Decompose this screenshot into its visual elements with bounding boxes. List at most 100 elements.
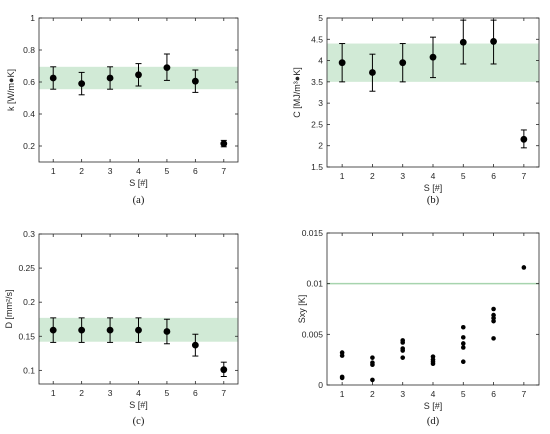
y-axis-label: Sxy [K] [297, 295, 307, 324]
data-point [49, 326, 57, 334]
data-point [135, 326, 142, 334]
chart-panel-1: 0.2 0.4 0.6 0.8 1 1 2 3 4 5 6 7 S [#] k [W/m●K] (a) [6, 13, 239, 206]
x-tick-label: 6 [491, 171, 496, 181]
data-point [460, 359, 466, 364]
panel-caption: (c) [133, 416, 145, 427]
x-axis-label: S [#] [424, 401, 443, 411]
data-point [191, 77, 199, 85]
x-tick-label: 2 [79, 388, 84, 398]
x-tick-label: 7 [221, 388, 226, 398]
x-tick-label: 5 [461, 389, 466, 399]
data-point [491, 336, 496, 341]
x-tick-label: 2 [370, 389, 375, 399]
x-axis-label: S [#] [424, 183, 443, 193]
data-point [369, 69, 376, 76]
y-tick-label: 0.2 [23, 297, 35, 307]
x-tick-label: 5 [461, 171, 466, 181]
y-tick-label: 0.3 [23, 229, 35, 239]
x-tick-label: 4 [136, 166, 141, 176]
y-tick-label: 2 [318, 141, 323, 151]
data-point [400, 355, 406, 360]
y-tick-label: 0.2 [23, 141, 35, 151]
y-tick-label: 0.4 [23, 109, 35, 119]
data-point [520, 135, 528, 143]
data-point [78, 326, 86, 334]
y-tick-label: 4.5 [311, 34, 323, 44]
x-tick-label: 1 [340, 171, 345, 181]
x-tick-label: 4 [136, 388, 141, 398]
y-tick-label: 0.25 [18, 263, 35, 273]
x-axis-label: S [#] [129, 400, 148, 410]
x-tick-label: 3 [108, 388, 113, 398]
chart-panel-4: 0 0.005 0.01 0.015 1 2 3 4 5 6 7 S [#] Sxy [K] (d) [297, 228, 540, 427]
y-tick-label: 0.015 [302, 228, 324, 238]
data-point [460, 345, 466, 350]
data-point [370, 377, 375, 383]
data-point [135, 71, 142, 79]
x-tick-label: 7 [521, 171, 526, 181]
y-axis-label: k [W/m●K] [6, 69, 16, 111]
data-point [490, 38, 497, 45]
data-point [220, 140, 228, 148]
y-tick-label: 0.005 [302, 329, 324, 339]
y-tick-label: 2.5 [311, 119, 323, 129]
data-point [370, 362, 375, 368]
chart-panel-3: 0.1 0.15 0.2 0.25 0.3 1 2 3 4 5 6 7 S [#] D [mm²/s] (c… [4, 229, 239, 427]
y-tick-label: 3 [318, 98, 323, 108]
axes-frame [38, 17, 239, 163]
x-tick-label: 6 [491, 389, 496, 399]
data-point [399, 59, 407, 67]
y-tick-label: 0.8 [23, 45, 35, 55]
x-tick-label: 2 [79, 166, 84, 176]
data-point [370, 355, 375, 360]
data-point [429, 53, 437, 61]
x-tick-label: 6 [193, 388, 198, 398]
data-point [191, 341, 199, 349]
data-point [339, 353, 345, 358]
x-axis-label: S [#] [129, 178, 148, 188]
y-axis-label: D [mm²/s] [4, 290, 14, 329]
x-tick-label: 7 [221, 166, 226, 176]
data-point [491, 318, 496, 324]
axes-frame [38, 233, 239, 385]
y-tick-label: 0.15 [18, 331, 35, 341]
panel-caption: (a) [133, 195, 145, 206]
data-point [78, 80, 86, 87]
x-tick-label: 4 [431, 389, 436, 399]
x-tick-label: 6 [193, 166, 198, 176]
data-point [163, 64, 171, 71]
x-tick-label: 5 [165, 388, 170, 398]
x-tick-label: 2 [370, 171, 375, 181]
x-tick-label: 4 [431, 171, 436, 181]
y-tick-label: 3.5 [311, 77, 323, 87]
y-tick-label: 5 [318, 13, 323, 23]
y-tick-label: 1 [30, 13, 35, 23]
data-point [460, 324, 466, 330]
data-point [459, 38, 467, 46]
x-tick-label: 5 [165, 166, 170, 176]
y-tick-label: 0 [318, 380, 323, 390]
x-tick-label: 1 [51, 388, 56, 398]
data-point [106, 326, 114, 334]
y-tick-label: 0.1 [23, 365, 35, 375]
x-tick-label: 3 [400, 389, 405, 399]
data-point [400, 340, 406, 345]
data-point [460, 341, 466, 346]
data-point [521, 265, 527, 270]
panel-caption: (b) [427, 195, 440, 206]
data-point [430, 361, 436, 367]
data-point [460, 335, 466, 340]
y-tick-label: 1.5 [311, 162, 323, 172]
data-point [220, 366, 228, 374]
data-point [338, 59, 346, 67]
y-tick-label: 0.6 [23, 77, 35, 87]
y-axis-label: C [MJ/m³●K] [292, 67, 302, 117]
data-point [49, 74, 57, 82]
x-tick-label: 1 [51, 166, 56, 176]
y-tick-label: 4 [318, 56, 323, 66]
x-tick-label: 3 [108, 166, 113, 176]
x-tick-label: 1 [340, 389, 345, 399]
y-tick-label: 0.01 [306, 279, 323, 289]
data-point [106, 74, 114, 82]
